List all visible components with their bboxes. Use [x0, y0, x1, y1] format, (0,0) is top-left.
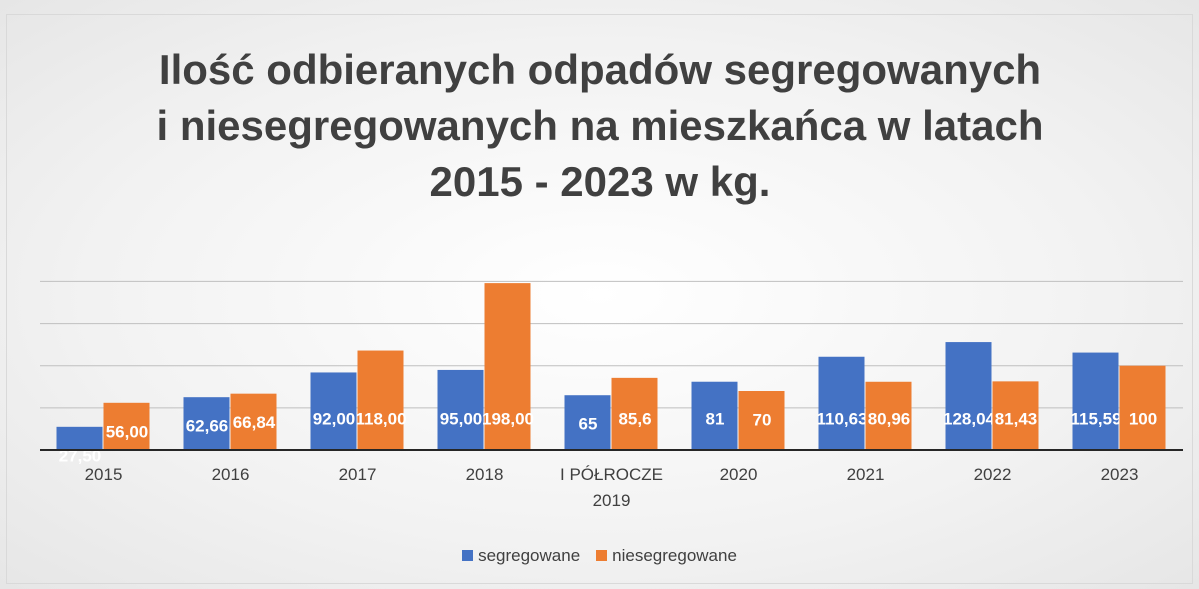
data-label: 81: [706, 409, 725, 428]
data-label: 65: [579, 415, 598, 434]
bar: [691, 381, 738, 450]
bar: [357, 350, 404, 450]
x-tick-label: 2016: [211, 465, 250, 484]
data-label: 198,00: [482, 409, 534, 428]
x-tick-label: 2021: [846, 465, 885, 484]
bar: [103, 402, 150, 450]
x-tick-label: 2017: [338, 465, 377, 484]
bar: [230, 393, 277, 450]
data-label: 70: [753, 410, 772, 429]
bar: [1119, 365, 1166, 450]
bar: [437, 369, 484, 450]
data-label: 92,00: [313, 409, 356, 428]
x-tick-label: 2023: [1100, 465, 1139, 484]
data-label: 56,00: [106, 422, 149, 441]
bar: [865, 381, 912, 450]
data-label: 80,96: [868, 409, 911, 428]
bar: [611, 377, 658, 450]
data-label: 115,59: [1070, 409, 1121, 428]
data-label: 128,04: [943, 409, 996, 428]
bar: [484, 283, 531, 450]
legend-swatch: [596, 550, 608, 561]
x-tick-label: 2018: [465, 465, 504, 484]
chart-frame: [6, 14, 1193, 584]
data-label: 27,50: [59, 446, 102, 465]
bar: [56, 426, 103, 450]
x-tick-label: 2020: [719, 465, 758, 484]
x-tick-label: 2015: [84, 465, 123, 484]
x-tick-label: 2022: [973, 465, 1012, 484]
data-label: 81,43: [995, 409, 1038, 428]
bar: [564, 395, 611, 450]
bar: [738, 391, 785, 450]
data-label: 100: [1129, 409, 1157, 428]
chart-title: Ilość odbieranych odpadów segregowanych …: [156, 46, 1044, 205]
bar: [945, 342, 992, 450]
bar: [183, 397, 230, 450]
bar: [818, 356, 865, 450]
legend-item: segregowane: [462, 546, 580, 566]
legend-swatch: [462, 550, 474, 561]
data-label: 66,84: [233, 413, 276, 432]
bar: [310, 372, 357, 450]
legend-label: niesegregowane: [612, 546, 737, 565]
data-label: 62,66: [186, 417, 229, 436]
x-tick-label: I PÓŁROCZE 2019: [560, 465, 663, 510]
bar: [992, 381, 1039, 450]
legend-label: segregowane: [478, 546, 581, 565]
bar: [1072, 352, 1119, 450]
data-label: 95,00: [440, 409, 483, 428]
data-label: 110,63: [816, 409, 867, 428]
data-label: 85,6: [618, 409, 651, 428]
data-label: 118,00: [355, 409, 406, 428]
legend-item: niesegregowane: [596, 546, 737, 566]
legend: segregowane niesegregowane: [0, 546, 1199, 566]
